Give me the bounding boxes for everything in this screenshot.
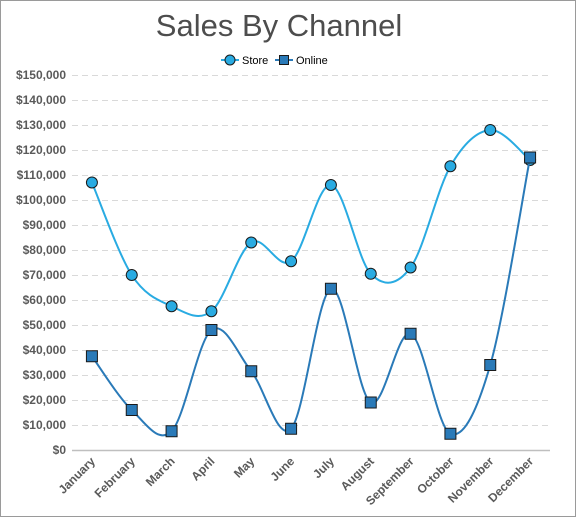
y-tick-label: $20,000 <box>23 393 67 407</box>
y-tick-label: $90,000 <box>23 218 67 232</box>
y-axis-ticks: $0 $10,000 $20,000 $30,000 $40,000 $50,000 $60… <box>16 68 66 457</box>
y-tick-label: $50,000 <box>23 318 67 332</box>
data-point-online[interactable] <box>285 422 298 435</box>
legend-marker-online <box>279 55 289 65</box>
legend: Store Online <box>221 54 328 67</box>
data-point-online[interactable] <box>324 282 337 295</box>
y-tick-label: $130,000 <box>16 118 66 132</box>
data-point-store[interactable] <box>285 255 298 268</box>
y-tick-label: $60,000 <box>23 293 67 307</box>
y-tick-label: $0 <box>53 443 67 457</box>
series-online <box>85 151 537 440</box>
data-point-online[interactable] <box>85 350 98 363</box>
y-tick-label: $80,000 <box>23 243 67 257</box>
x-tick-label: April <box>188 454 217 483</box>
y-tick-label: $70,000 <box>23 268 67 282</box>
series-line-store <box>90 128 531 317</box>
data-point-online[interactable] <box>404 327 417 340</box>
legend-item-store[interactable]: Store <box>221 54 268 67</box>
series <box>85 124 537 440</box>
chart-title: Sales By Channel <box>156 8 402 43</box>
legend-label-online: Online <box>296 55 328 67</box>
data-point-store[interactable] <box>85 176 98 189</box>
data-point-online[interactable] <box>205 324 218 336</box>
data-point-online[interactable] <box>364 396 377 409</box>
data-point-store[interactable] <box>125 269 138 281</box>
legend-marker-store <box>224 54 236 66</box>
x-tick-label: July <box>310 454 337 481</box>
x-tick-label: June <box>267 454 297 484</box>
x-tick-label: February <box>92 454 138 500</box>
data-point-store[interactable] <box>444 160 457 173</box>
data-point-online[interactable] <box>245 365 258 378</box>
data-point-online[interactable] <box>125 404 138 416</box>
series-line-online <box>91 157 532 437</box>
data-point-store[interactable] <box>165 300 178 313</box>
data-point-store[interactable] <box>324 179 337 191</box>
y-tick-label: $110,000 <box>17 168 67 182</box>
y-tick-label: $150,000 <box>16 68 66 82</box>
data-point-store[interactable] <box>245 236 258 249</box>
series-store <box>85 124 537 318</box>
x-tick-label: May <box>231 454 258 481</box>
data-point-store[interactable] <box>364 267 377 280</box>
data-point-online[interactable] <box>524 151 537 164</box>
y-tick-label: $100,000 <box>16 193 66 207</box>
data-point-store[interactable] <box>404 261 417 274</box>
x-tick-label: August <box>338 454 377 493</box>
y-tick-label: $40,000 <box>23 343 67 357</box>
data-point-online[interactable] <box>165 425 178 438</box>
y-tick-label: $10,000 <box>23 418 67 432</box>
legend-item-online[interactable]: Online <box>275 55 328 67</box>
y-tick-label: $30,000 <box>23 368 67 382</box>
legend-label-store: Store <box>242 55 268 67</box>
y-tick-label: $120,000 <box>16 143 66 157</box>
data-point-online[interactable] <box>484 359 497 371</box>
y-tick-label: $140,000 <box>16 93 66 107</box>
data-point-store[interactable] <box>205 305 218 318</box>
data-point-store[interactable] <box>484 124 497 136</box>
x-tick-label: March <box>143 454 178 489</box>
gridlines <box>72 75 550 426</box>
data-point-online[interactable] <box>444 427 457 440</box>
